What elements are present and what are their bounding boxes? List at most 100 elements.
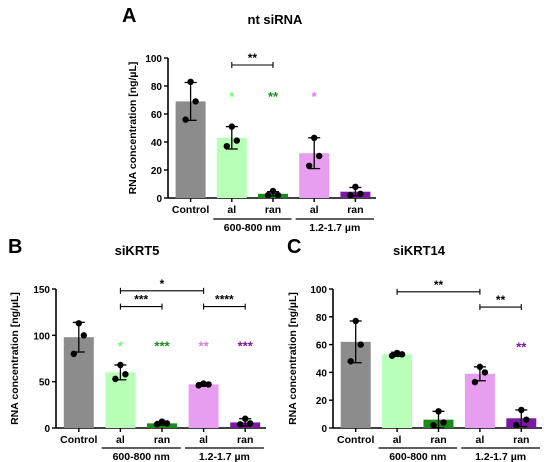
data-point (513, 422, 520, 429)
chart-title: siKRT5 (115, 243, 160, 258)
data-point (518, 406, 525, 414)
group-label: 600-800 nm (389, 451, 446, 462)
chart-title: siKRT14 (393, 243, 446, 258)
data-point (158, 418, 166, 425)
data-point (481, 369, 489, 376)
group-label: 1.2-1.7 µm (475, 451, 526, 462)
data-point (311, 134, 318, 141)
data-point (274, 192, 282, 199)
y-axis-label: RNA concentration [ng/µL] (9, 292, 21, 425)
significance-mark: ** (199, 338, 210, 353)
data-point (80, 332, 88, 339)
data-point (352, 183, 359, 190)
bar (382, 354, 413, 428)
data-point (223, 143, 230, 150)
data-point (476, 363, 484, 371)
bracket-label: ** (496, 293, 506, 307)
data-point (192, 98, 199, 105)
x-tick-label: ran (430, 434, 446, 446)
x-tick-label: ran (154, 434, 170, 446)
y-tick-label: 0 (321, 424, 327, 435)
data-point (435, 408, 442, 415)
y-tick-label: 50 (39, 378, 51, 389)
data-point (237, 421, 244, 428)
x-tick-label: Control (172, 204, 209, 216)
x-tick-label: ran (237, 434, 253, 446)
data-point (233, 137, 240, 144)
y-tick-label: 100 (145, 54, 162, 65)
data-point (523, 416, 530, 423)
data-point (187, 78, 194, 86)
x-tick-label: al (393, 434, 402, 446)
data-point (122, 371, 129, 378)
group-label: 1.2-1.7 µm (199, 451, 250, 462)
y-tick-label: 80 (316, 313, 328, 324)
x-tick-label: al (476, 434, 485, 446)
x-tick-label: al (116, 434, 125, 446)
chart-title: nt siRNA (248, 12, 304, 27)
bar (188, 384, 219, 428)
data-point (75, 320, 83, 327)
significance-mark: * (229, 89, 235, 104)
y-tick-label: 150 (33, 285, 50, 296)
data-point (357, 341, 364, 348)
x-tick-label: Control (337, 434, 374, 446)
data-point (153, 421, 161, 428)
bracket-label: *** (134, 293, 148, 307)
data-point (347, 192, 354, 199)
y-tick-label: 60 (316, 341, 328, 352)
data-point (163, 420, 171, 427)
bracket-label: ** (434, 278, 444, 292)
data-point (228, 123, 235, 130)
y-tick-label: 100 (33, 331, 50, 342)
data-point (205, 381, 212, 388)
bracket-label: * (160, 277, 165, 291)
data-point (430, 422, 437, 429)
y-tick-label: 0 (44, 424, 50, 435)
x-tick-label: Control (60, 434, 97, 446)
x-tick-label: al (227, 204, 236, 216)
data-point (242, 415, 249, 422)
data-point (264, 192, 272, 199)
data-point (440, 419, 447, 426)
y-tick-label: 80 (151, 82, 163, 93)
data-point (269, 187, 277, 195)
y-tick-label: 40 (316, 368, 328, 379)
data-point (398, 351, 406, 358)
x-tick-label: ran (265, 204, 281, 216)
significance-mark: * (312, 89, 318, 104)
x-tick-label: ran (513, 434, 529, 446)
y-tick-label: 40 (151, 138, 163, 149)
y-axis-label: RNA concentration [ng/µL] (287, 292, 299, 425)
y-tick-label: 0 (156, 194, 162, 205)
y-tick-label: 60 (151, 110, 163, 121)
data-point (195, 382, 202, 389)
data-point (247, 420, 254, 427)
data-point (316, 152, 323, 160)
significance-mark: *** (154, 338, 170, 353)
bar (464, 373, 495, 428)
data-point (112, 375, 119, 383)
bracket-label: **** (215, 293, 234, 307)
data-point (357, 190, 364, 197)
panel-letter: B (8, 236, 22, 258)
data-point (352, 317, 359, 325)
data-point (200, 380, 207, 387)
significance-mark: ** (516, 339, 527, 354)
data-point (70, 350, 78, 358)
y-tick-label: 20 (316, 396, 328, 407)
bracket-label: ** (248, 51, 258, 65)
x-tick-label: ran (347, 204, 363, 216)
x-tick-label: al (310, 204, 319, 216)
x-tick-label: al (199, 434, 208, 446)
group-label: 600-800 nm (224, 222, 281, 234)
group-label: 1.2-1.7 µm (309, 222, 360, 234)
y-axis-label: RNA concentration [ng/µL] (127, 62, 139, 195)
data-point (471, 378, 479, 386)
significance-mark: *** (238, 338, 254, 353)
panel-letter: C (287, 236, 301, 258)
significance-mark: * (118, 338, 124, 353)
